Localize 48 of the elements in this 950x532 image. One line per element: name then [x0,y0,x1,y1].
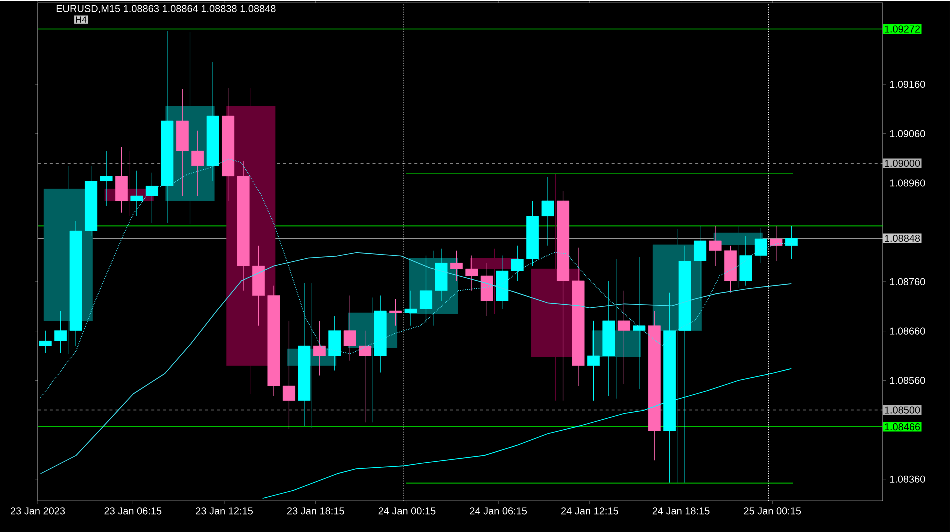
y-tick-label: 1.08760 [890,278,926,286]
candlestick [390,298,402,326]
y-tick-label: 1.08360 [890,476,926,483]
y-tick-label: 1.08660 [890,328,926,335]
ref-line-label: 1.08848 [885,234,920,242]
candlestick [587,320,600,402]
candlestick [420,255,432,324]
chart-title: EURUSD,M15 1.08863 1.08864 1.08838 1.08848 [56,5,276,14]
candlestick [770,226,783,262]
y-tick-label: 1.09060 [890,130,926,138]
candlestick [466,255,478,292]
candlestick [785,226,798,260]
x-tick-label: 23 Jan 06:15 [104,508,162,515]
candlestick [313,320,326,376]
x-tick-label: 23 Jan 18:15 [287,508,344,515]
candlestick [54,310,68,354]
candlestick [450,250,463,282]
x-tick-label: 24 Jan 12:15 [562,508,618,515]
candlestick [709,226,722,266]
candlestick [511,246,524,282]
candlestick [694,226,707,302]
candlestick [39,330,52,354]
x-tick-label: 24 Jan 00:15 [378,508,436,515]
x-tick-label: 24 Jan 06:15 [470,508,528,515]
candlestick [404,290,418,326]
x-tick-label: 23 Jan 12:15 [196,508,253,515]
candlestick [633,256,646,390]
candlestick [282,320,296,430]
ref-line-label: 1.09000 [885,160,920,167]
candlestick [754,228,768,264]
ref-line-label: 1.08466 [885,423,920,431]
x-tick-label: 25 Jan 00:15 [744,508,802,515]
ref-line-label: 1.08500 [885,406,920,414]
annotation: H4 [76,16,87,23]
y-tick-label: 1.08560 [890,377,926,384]
candlestick [100,150,113,206]
candlestick [344,295,356,362]
candlestick [146,172,158,224]
candlestick [618,290,630,384]
candlestick [130,170,144,217]
y-tick-label: 1.09160 [890,80,926,88]
candlestick [192,130,204,196]
y-tick-label: 1.08960 [890,180,926,187]
x-tick-label: 24 Jan 18:15 [652,508,710,515]
ref-line-label: 1.09272 [885,26,920,33]
candlestick [542,176,554,246]
candlestick [359,330,372,423]
x-tick-label: 23 Jan 2023 [10,508,66,515]
